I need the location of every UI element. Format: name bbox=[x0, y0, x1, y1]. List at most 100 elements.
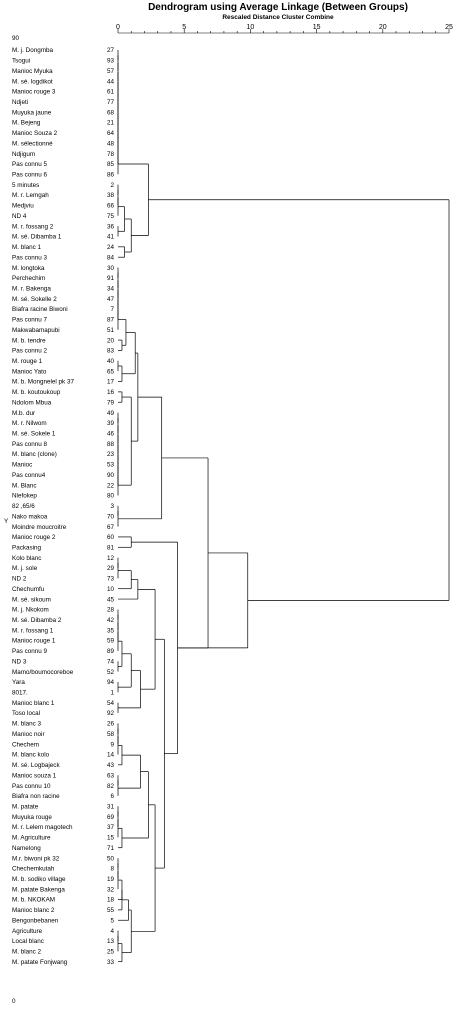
leaf-label: Manioc bbox=[12, 462, 32, 469]
leaf-case-number: 28 bbox=[107, 607, 115, 614]
leaf-label: M. r. Bakenga bbox=[12, 285, 51, 292]
top-edge-label: 90 bbox=[12, 35, 20, 42]
leaf-case-number: 85 bbox=[107, 161, 115, 168]
leaf-case-number: 88 bbox=[107, 441, 115, 448]
leaf-case-number: 14 bbox=[107, 752, 115, 759]
leaf-case-number: 59 bbox=[107, 638, 115, 645]
leaf-label: M. patate Bakenga bbox=[12, 886, 65, 893]
leaf-label: M. r. fossang 1 bbox=[12, 627, 54, 634]
leaf-label: Bengonbebanen bbox=[12, 917, 59, 924]
leaf-case-number: 64 bbox=[107, 130, 115, 137]
leaf-case-number: 33 bbox=[107, 959, 115, 966]
leaf-case-number: 7 bbox=[110, 306, 114, 313]
leaf-case-number: 29 bbox=[107, 565, 115, 572]
leaf-label: ND 2 bbox=[12, 576, 27, 583]
leaf-label: Packasing bbox=[12, 544, 42, 551]
leaf-case-number: 94 bbox=[107, 679, 115, 686]
leaf-label: Biafra racine Biwoni bbox=[12, 306, 68, 313]
leaf-label: Chechumfu bbox=[12, 586, 45, 593]
leaf-label: M. blanc 2 bbox=[12, 949, 42, 956]
leaf-label: M. sé. Dibamba 2 bbox=[12, 617, 62, 624]
leaf-case-number: 16 bbox=[107, 389, 115, 396]
leaf-case-number: 32 bbox=[107, 886, 115, 893]
y-axis-label: Y bbox=[4, 518, 9, 525]
leaf-label: Perchechim bbox=[12, 275, 45, 282]
leaf-label: Nlefokep bbox=[12, 493, 37, 500]
leaf-label: M.b. dur bbox=[12, 410, 35, 417]
leaf-label: Chechemkutah bbox=[12, 866, 55, 873]
leaf-label: Ndjeti bbox=[12, 99, 28, 106]
leaf-label: M. sé. sikoum bbox=[12, 596, 51, 603]
leaf-label: Medjviu bbox=[12, 203, 34, 210]
leaf-case-number: 9 bbox=[110, 741, 114, 748]
leaf-label: M. j. Nkokom bbox=[12, 607, 49, 614]
leaf-label: Manioc blanc 1 bbox=[12, 700, 55, 707]
leaf-case-number: 45 bbox=[107, 596, 115, 603]
leaf-label: M. r. Lemgah bbox=[12, 192, 49, 199]
leaf-label: Pas connu 5 bbox=[12, 161, 48, 168]
chart-title: Dendrogram using Average Linkage (Betwee… bbox=[148, 2, 408, 13]
leaf-label: M. blanc (clone) bbox=[12, 451, 57, 458]
x-tick-label: 0 bbox=[116, 24, 120, 31]
leaf-label: Pas connu4 bbox=[12, 472, 46, 479]
leaf-label: M. blanc 1 bbox=[12, 244, 42, 251]
x-axis: 0 5 10 15 20 25 bbox=[116, 24, 453, 34]
leaf-label: Namelong bbox=[12, 845, 41, 852]
leaf-case-number: 46 bbox=[107, 431, 115, 438]
leaf-label: M. Agriculture bbox=[12, 835, 51, 842]
leaf-case-number: 12 bbox=[107, 555, 115, 562]
leaf-case-number: 75 bbox=[107, 213, 115, 220]
leaf-case-number: 35 bbox=[107, 627, 115, 634]
leaf-label: Ndolom Mbua bbox=[12, 399, 52, 406]
leaf-case-number: 1 bbox=[110, 690, 114, 697]
leaf-case-number: 36 bbox=[107, 223, 115, 230]
leaf-label: M. sé. Logbajeck bbox=[12, 762, 60, 769]
leaf-case-number: 92 bbox=[107, 710, 115, 717]
leaf-case-number: 77 bbox=[107, 99, 115, 106]
leaf-case-number: 82 bbox=[107, 783, 115, 790]
leaf-label: Pas connu 3 bbox=[12, 254, 48, 261]
leaf-label: Muyuka rouge bbox=[12, 814, 52, 821]
leaf-case-number: 2 bbox=[110, 182, 114, 189]
leaf-label: Pas connu 10 bbox=[12, 783, 51, 790]
leaf-label: Mamo/boumocoreboe bbox=[12, 669, 74, 676]
leaf-case-number: 74 bbox=[107, 658, 115, 665]
leaf-case-number: 37 bbox=[107, 824, 115, 831]
leaf-case-number: 73 bbox=[107, 576, 115, 583]
leaf-case-number: 58 bbox=[107, 731, 115, 738]
leaf-label: M. b. NKOKAM bbox=[12, 897, 55, 904]
leaf-label: M. sé. Sokele 1 bbox=[12, 431, 56, 438]
leaf-case-number: 24 bbox=[107, 244, 115, 251]
leaf-case-number: 68 bbox=[107, 109, 115, 116]
leaf-label: Manioc blanc 2 bbox=[12, 907, 55, 914]
leaf-case-number: 10 bbox=[107, 586, 115, 593]
leaf-label: M. blanc 3 bbox=[12, 721, 42, 728]
leaf-case-number: 60 bbox=[107, 534, 115, 541]
leaf-label: Pas connu 8 bbox=[12, 441, 48, 448]
leaf-case-number: 67 bbox=[107, 524, 115, 531]
leaf-label: Local blanc bbox=[12, 938, 44, 945]
leaf-label: Tsogui bbox=[12, 58, 30, 65]
leaf-case-number: 86 bbox=[107, 172, 115, 179]
x-tick-label: 20 bbox=[379, 24, 387, 31]
leaf-case-number: 66 bbox=[107, 203, 115, 210]
x-tick-label: 25 bbox=[445, 24, 453, 31]
leaf-case-number: 4 bbox=[110, 928, 114, 935]
leaf-label: Toso local bbox=[12, 710, 40, 717]
leaf-label: Nako makoa bbox=[12, 513, 48, 520]
leaf-label: Ndjigum bbox=[12, 151, 35, 158]
leaf-label: Manioc noir bbox=[12, 731, 45, 738]
leaf-case-number: 63 bbox=[107, 772, 115, 779]
leaf-case-number: 89 bbox=[107, 648, 115, 655]
leaf-case-number: 41 bbox=[107, 234, 115, 241]
leaf-case-number: 61 bbox=[107, 89, 115, 96]
leaf-label: M. j. Dongmba bbox=[12, 47, 53, 54]
leaf-case-number: 83 bbox=[107, 348, 115, 355]
leaf-case-number: 43 bbox=[107, 762, 115, 769]
bottom-edge-label: 0 bbox=[12, 998, 16, 1005]
leaf-case-number: 54 bbox=[107, 700, 115, 707]
leaf-label: Agriculture bbox=[12, 928, 43, 935]
leaf-label: M.r. biwoni pk 32 bbox=[12, 855, 60, 862]
